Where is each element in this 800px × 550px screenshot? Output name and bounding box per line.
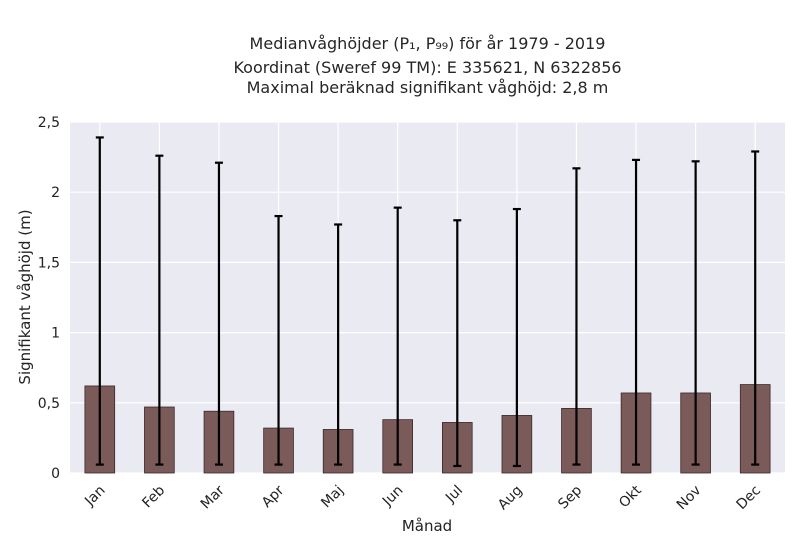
y-tick-label: 2,5 bbox=[38, 115, 60, 131]
x-tick-label: Jan bbox=[81, 483, 108, 510]
x-tick-label: Maj bbox=[318, 483, 347, 512]
x-tick-label: Okt bbox=[616, 482, 645, 511]
x-tick-label: Jul bbox=[442, 483, 466, 507]
y-tick-label: 0 bbox=[51, 466, 60, 482]
error-bars bbox=[95, 136, 760, 468]
plot-area bbox=[70, 122, 785, 473]
x-tick-label: Jun bbox=[379, 483, 406, 510]
chart-title: Medianvåghöjder (P₁, P₉₉) för år 1979 - … bbox=[249, 34, 606, 53]
x-tick-label: Dec bbox=[734, 483, 764, 513]
y-tick-label: 2 bbox=[51, 185, 60, 201]
y-tick-label: 0,5 bbox=[38, 396, 60, 412]
y-tick-label: 1 bbox=[51, 326, 60, 342]
chart-subtitle-coordinates: Koordinat (Sweref 99 TM): E 335621, N 63… bbox=[233, 58, 622, 77]
y-axis-ticks: 0 0,5 1 1,5 2 2,5 bbox=[38, 115, 60, 482]
x-tick-label: Mar bbox=[198, 482, 228, 512]
y-tick-label: 1,5 bbox=[38, 255, 60, 271]
x-tick-label: Aug bbox=[495, 483, 526, 514]
x-tick-label: Feb bbox=[139, 482, 168, 511]
x-axis-label: Månad bbox=[402, 517, 452, 535]
chart-subtitle-max-height: Maximal beräknad signifikant våghöjd: 2,… bbox=[246, 78, 609, 97]
x-tick-label: Apr bbox=[259, 482, 288, 511]
x-axis-ticks: Jan Feb Mar Apr Maj Jun Jul Aug Sep Okt Nov Dec bbox=[81, 482, 764, 513]
x-tick-label: Sep bbox=[555, 482, 585, 512]
y-axis-label: Signifikant våghöjd (m) bbox=[16, 209, 34, 384]
x-tick-label: Nov bbox=[674, 483, 705, 514]
